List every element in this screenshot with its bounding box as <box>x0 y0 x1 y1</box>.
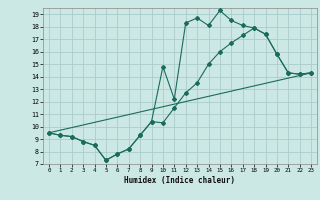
X-axis label: Humidex (Indice chaleur): Humidex (Indice chaleur) <box>124 176 236 185</box>
